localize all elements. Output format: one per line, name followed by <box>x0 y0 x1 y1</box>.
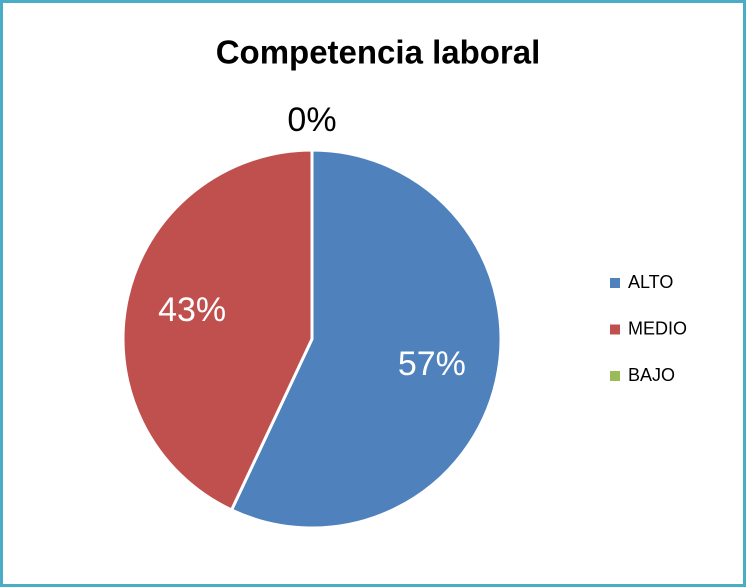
data-label: 43% <box>158 291 226 329</box>
legend-swatch <box>610 278 620 288</box>
legend-swatch <box>610 324 620 335</box>
data-label: 0% <box>287 101 336 139</box>
data-label: 57% <box>398 345 466 383</box>
pie-slice <box>229 148 503 530</box>
chart-title: Competencia laboral <box>216 34 541 71</box>
legend-label: MEDIO <box>628 318 687 338</box>
legend-label: BAJO <box>628 365 675 385</box>
legend-swatch <box>610 371 620 381</box>
legend-label: ALTO <box>628 272 673 292</box>
pie-slice <box>121 148 314 513</box>
